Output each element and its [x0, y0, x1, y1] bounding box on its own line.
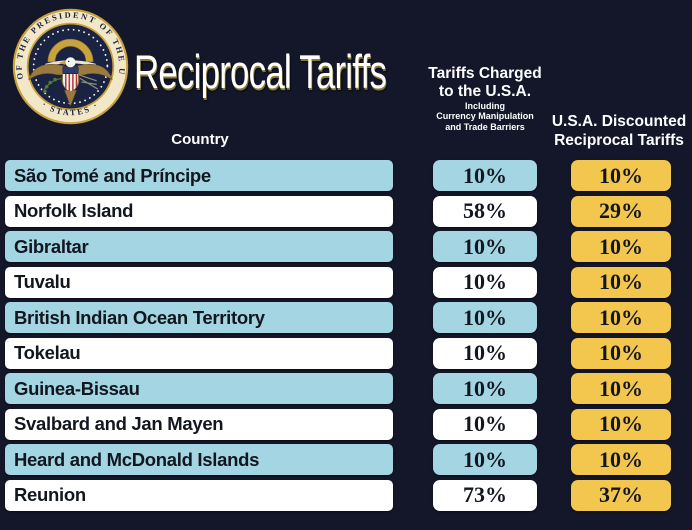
charged-tariff-value: 10% [433, 302, 537, 333]
country-label: Heard and McDonald Islands [14, 448, 260, 470]
column-header-discounted: U.S.A. Discounted Reciprocal Tariffs [541, 113, 692, 150]
charged-tariff-value: 58% [433, 195, 537, 227]
country-label: Gibraltar [14, 235, 89, 257]
eagle-icon [28, 57, 113, 107]
olive-branch [43, 77, 62, 94]
discounted-tariff-value: 10% [571, 231, 671, 262]
column-header-charged: Tariffs Charged to the U.S.A. Including … [401, 65, 569, 133]
charged-tariff-value: 10% [433, 160, 537, 191]
discounted-header-line2: Reciprocal Tariffs [554, 131, 684, 149]
country-cell: Reunion [5, 479, 393, 511]
charged-tariff-value: 10% [433, 231, 537, 262]
shield [62, 66, 79, 92]
column-header-country: Country [171, 131, 229, 148]
charged-tariff-value: 73% [433, 479, 537, 511]
charged-header-line1: Tariffs Charged [428, 65, 542, 82]
table-row: Gibraltar 10% 10% [0, 231, 692, 262]
country-label: British Indian Ocean Territory [14, 306, 265, 328]
country-label: São Tomé and Príncipe [14, 164, 211, 186]
table-row: Tokelau 10% 10% [0, 337, 692, 369]
discounted-tariff-value: 10% [571, 408, 671, 440]
discounted-tariff-value: 10% [571, 444, 671, 475]
table-row: Tuvalu 10% 10% [0, 266, 692, 298]
discounted-tariff-value: 29% [571, 195, 671, 227]
table-row: São Tomé and Príncipe 10% 10% [0, 160, 692, 191]
country-cell: Norfolk Island [5, 195, 393, 227]
seal-star-ring [32, 28, 109, 105]
seal-glory [47, 38, 94, 63]
discounted-tariff-value: 37% [571, 479, 671, 511]
country-cell: British Indian Ocean Territory [5, 302, 393, 333]
discounted-tariff-value: 10% [571, 337, 671, 369]
charged-tariff-value: 10% [433, 408, 537, 440]
poster-title: Reciprocal Tariffs [134, 45, 387, 98]
country-cell: Tuvalu [5, 266, 393, 298]
seal-glory-stars [56, 47, 85, 57]
charged-tariff-value: 10% [433, 373, 537, 404]
table-row: Norfolk Island 58% 29% [0, 195, 692, 227]
country-cell: São Tomé and Príncipe [5, 160, 393, 191]
table-row: Svalbard and Jan Mayen 10% 10% [0, 408, 692, 440]
discounted-tariff-value: 10% [571, 160, 671, 191]
discounted-tariff-value: 10% [571, 373, 671, 404]
country-cell: Heard and McDonald Islands [5, 444, 393, 475]
presidential-seal: SEAL OF THE PRESIDENT OF THE UNITED · ST… [11, 7, 130, 126]
charged-tariff-value: 10% [433, 266, 537, 298]
eagle-head [58, 57, 76, 68]
country-label: Norfolk Island [14, 200, 134, 221]
country-label: Tuvalu [14, 271, 71, 292]
tariff-table: São Tomé and Príncipe 10% 10% Norfolk Is… [0, 160, 692, 511]
table-row: Heard and McDonald Islands 10% 10% [0, 444, 692, 475]
table-row: Guinea-Bissau 10% 10% [0, 373, 692, 404]
country-label: Svalbard and Jan Mayen [14, 413, 224, 434]
discounted-tariff-value: 10% [571, 266, 671, 298]
charged-header-sub1: Including [465, 100, 505, 111]
table-row: Reunion 73% 37% [0, 479, 692, 511]
charged-header-sub2: Currency Manipulation [436, 111, 534, 122]
country-label: Guinea-Bissau [14, 377, 140, 399]
discounted-header-line1: U.S.A. Discounted [551, 113, 687, 130]
country-cell: Guinea-Bissau [5, 373, 393, 404]
charged-tariff-value: 10% [433, 337, 537, 369]
table-row: British Indian Ocean Territory 10% 10% [0, 302, 692, 333]
discounted-tariff-value: 10% [571, 302, 671, 333]
country-cell: Tokelau [5, 337, 393, 369]
country-cell: Svalbard and Jan Mayen [5, 408, 393, 440]
country-label: Reunion [14, 484, 86, 505]
presidential-seal-graphic: SEAL OF THE PRESIDENT OF THE UNITED · ST… [11, 7, 129, 125]
country-label: Tokelau [14, 342, 81, 363]
charged-header-sub3: and Trade Barriers [445, 122, 525, 133]
charged-header-line2: to the U.S.A. [438, 82, 532, 100]
charged-tariff-value: 10% [433, 444, 537, 475]
arrows [78, 74, 99, 90]
country-cell: Gibraltar [5, 231, 393, 262]
